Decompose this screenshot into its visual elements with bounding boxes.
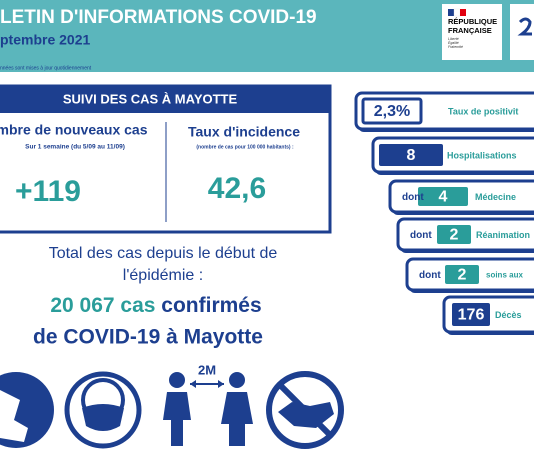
summary-title: SUIVI DES CAS À MAYOTTE <box>63 91 238 106</box>
stat-value-box <box>361 97 423 125</box>
icon-no-handshake <box>266 371 344 449</box>
logo-box-2 <box>510 4 534 60</box>
stat-label: soins aux <box>486 271 523 280</box>
logo-mark <box>517 17 532 36</box>
total-count-line: 20 067 cas confirmés <box>50 294 261 317</box>
logo-motto: Fraternité <box>448 45 463 49</box>
stat-prefix: dont <box>410 230 432 241</box>
logo-motto: Égalité <box>448 40 459 45</box>
stat-value: 8 <box>407 147 416 164</box>
stat-prefix: dont <box>402 192 424 203</box>
new-cases-value: +119 <box>15 175 81 208</box>
incidence-label: Taux d'incidence <box>188 124 300 140</box>
stat-value: 4 <box>439 189 448 206</box>
stat-value: 2 <box>450 227 459 244</box>
total-count-suffix: confirmés <box>161 294 261 317</box>
stat-label: Médecine <box>475 192 516 202</box>
stat-value: 2,3% <box>374 103 410 120</box>
distance-label: 2M <box>198 362 216 377</box>
logo-line2: FRANÇAISE <box>448 26 492 35</box>
summary-header <box>0 86 330 113</box>
total-line2: l'épidémie : <box>123 267 203 284</box>
logo-motto: Liberté <box>448 37 459 41</box>
stat-value-box <box>418 187 468 206</box>
header-subtitle: ptembre 2021 <box>0 32 90 48</box>
header-title: LETIN D'INFORMATIONS COVID-19 <box>0 7 317 28</box>
stat-value: 2 <box>458 267 467 284</box>
total-line1: Total des cas depuis le début de <box>49 245 278 262</box>
stat-value: 176 <box>458 307 485 324</box>
logo-line1: RÉPUBLIQUE <box>448 17 497 26</box>
icon-distance: 2M <box>163 362 253 446</box>
total-count: 20 067 cas <box>50 294 155 317</box>
new-cases-period: Sur 1 semaine (du 5/09 au 11/09) <box>25 144 125 151</box>
stat-value-box <box>452 303 490 326</box>
header-note: nnées sont mises à jour quotidiennement <box>0 65 92 71</box>
stat-value-box <box>437 225 471 244</box>
incidence-note: (nombre de cas pour 100 000 habitants) : <box>196 144 294 150</box>
stats-panel: 2,3% Taux de positivit 8 Hospitalisations 4 d… <box>354 91 534 335</box>
stat-value-box <box>379 144 443 166</box>
flag-white <box>453 8 461 17</box>
stat-label: Taux de positivit <box>448 106 518 116</box>
stat-label: Hospitalisations <box>447 150 517 160</box>
icon-mask <box>64 371 142 449</box>
total-line3: de COVID-19 à Mayotte <box>33 326 263 349</box>
icon-handwash <box>0 372 54 448</box>
flag-blue <box>448 9 454 16</box>
new-cases-label: mbre de nouveaux cas <box>0 122 148 138</box>
stat-label: Décès <box>495 310 522 320</box>
stat-label: Réanimation <box>476 230 530 240</box>
incidence-value: 42,6 <box>208 172 266 205</box>
stat-prefix: dont <box>419 270 441 281</box>
stat-value-box <box>445 265 479 284</box>
flag-red <box>460 9 466 16</box>
